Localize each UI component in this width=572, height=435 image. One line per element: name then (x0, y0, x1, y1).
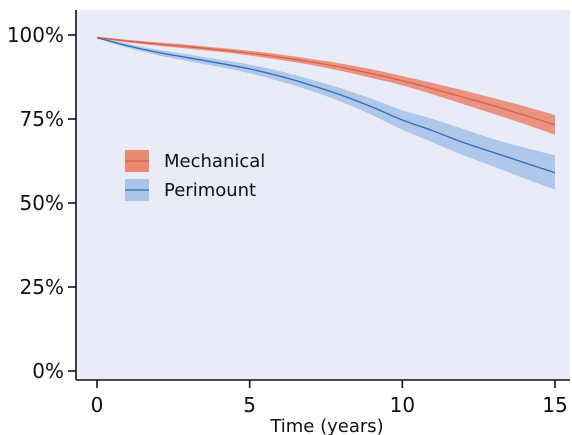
x-tick-label: 15 (542, 393, 567, 417)
x-tick-label: 10 (390, 393, 415, 417)
y-tick-label: 25% (20, 275, 64, 299)
plot-area-background (76, 10, 570, 380)
x-tick-label: 5 (243, 393, 256, 417)
mechanical-line (96, 36, 556, 126)
axes (75, 10, 570, 381)
y-tick-label: 75% (20, 107, 64, 131)
y-ticks: 0% 25% 50% 75% 100% (7, 23, 76, 383)
legend: Mechanical Perimount (125, 150, 265, 201)
y-tick-label: 0% (32, 359, 64, 383)
x-ticks: 0 5 10 15 (91, 380, 568, 417)
y-tick-label: 100% (7, 23, 64, 47)
perimount-legend-label: Perimount (164, 180, 256, 201)
perimount-line (96, 37, 556, 174)
series-lines (96, 36, 556, 174)
mechanical-legend-label: Mechanical (164, 151, 265, 172)
x-axis-title: Time (years) (269, 416, 383, 435)
y-tick-label: 50% (20, 191, 64, 215)
x-tick-label: 0 (91, 393, 104, 417)
